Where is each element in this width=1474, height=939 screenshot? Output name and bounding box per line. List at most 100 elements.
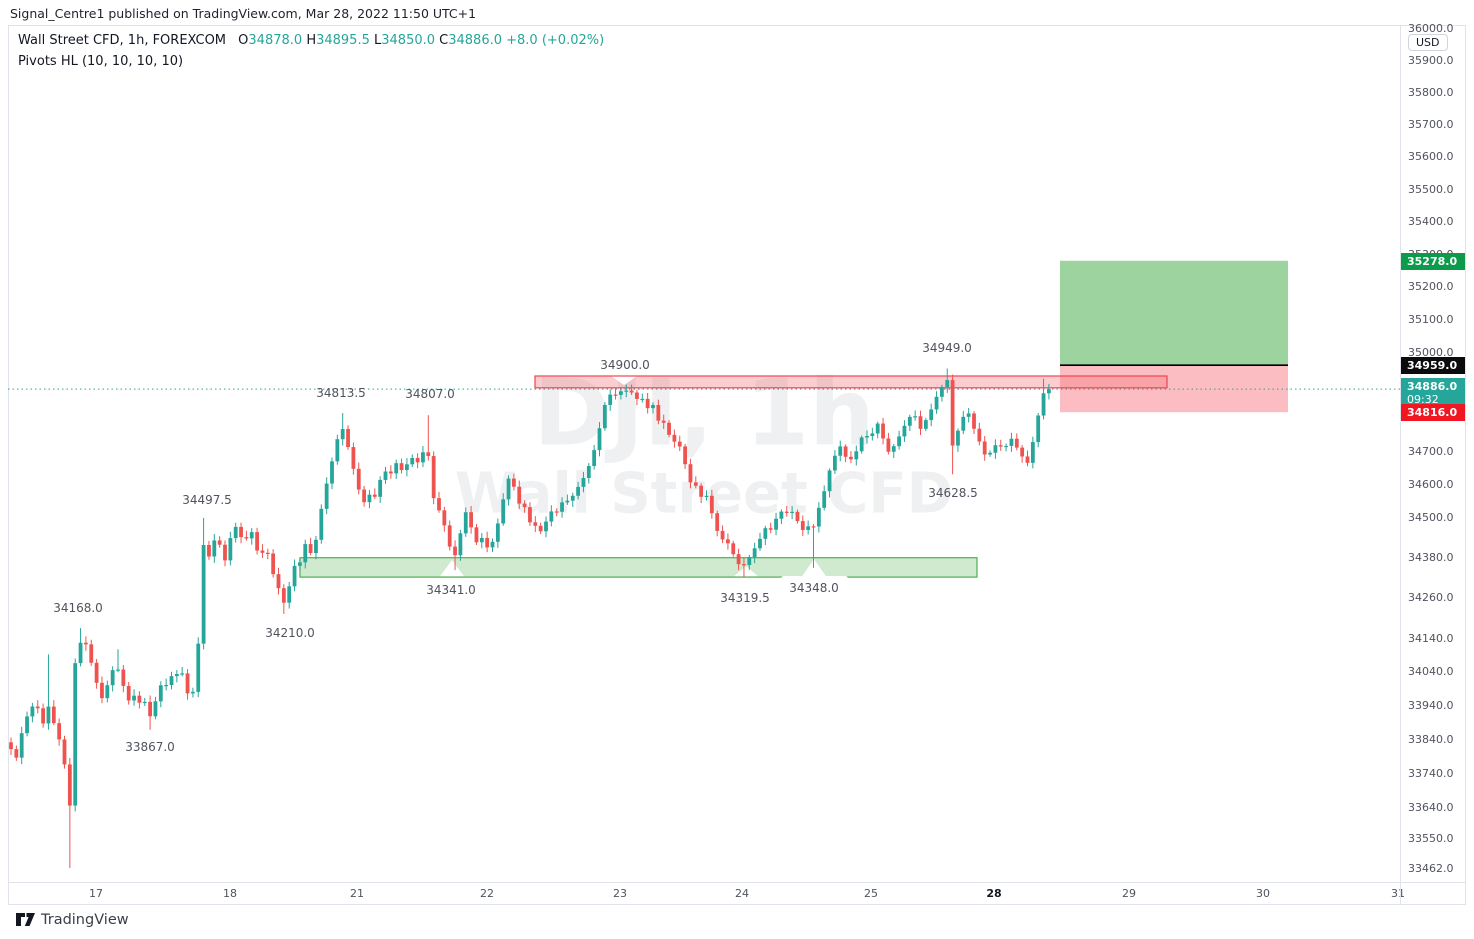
candle-body [100,682,104,699]
price-tick-label: 34260.0 [1408,591,1454,605]
candle-body [421,452,425,463]
candle-body [827,470,832,492]
candle-body [961,416,966,431]
chart-pane[interactable] [8,25,1466,905]
candle-body [816,507,821,527]
price-axis[interactable]: USD 36000.0 35900.0 35800.0 35700.0 35600.0 3… [1401,22,1466,882]
candle-body [843,446,848,457]
candle-body [490,541,495,548]
candle-body [201,545,206,644]
candle-body [560,502,564,512]
candle-body [410,457,415,465]
candle-body [57,723,62,740]
candle-body [463,512,468,534]
price-tick-label: 35700.0 [1408,118,1454,132]
pivot-price-label: 34497.5 [182,493,232,507]
tradingview-logo[interactable]: TradingView [16,912,129,928]
candle-body [453,546,457,556]
candle-body [265,552,270,554]
resistance-band[interactable] [534,375,1168,389]
support-band[interactable] [299,557,978,578]
candle-body [592,450,597,466]
candle-body [849,456,853,460]
pivot-price-label: 33867.0 [125,740,175,754]
candle-body [635,392,639,399]
candle-body [132,695,136,701]
time-tick-label-18: 18 [223,887,237,900]
change-readout: +8.0 (+0.02%) [506,33,605,48]
candle-body [881,423,885,439]
candle-body [212,540,217,557]
candle-body [116,669,120,671]
candle-body [672,434,677,442]
candle-body [677,441,682,447]
candle-body [565,500,570,503]
pivot-price-label: 34807.0 [405,387,455,401]
time-tick-label-23: 23 [613,887,627,900]
candle-body [972,413,976,429]
candle-body [19,733,24,758]
candle-body [105,685,110,699]
candle-body [378,479,383,497]
pivot-price-label: 34210.0 [265,626,315,640]
candle-body [308,544,313,554]
price-tick-label: 34600.0 [1408,477,1454,491]
candle-body [865,436,869,438]
candle-body [14,749,19,758]
candle-body [372,494,377,497]
candle-body [442,510,447,526]
candle-body [736,554,741,565]
currency-usd-button[interactable]: USD [1408,34,1448,51]
candle-body [501,499,506,524]
candle-body [533,522,538,526]
candle-body [651,404,655,409]
candle-body [495,523,500,542]
candle-body [613,394,618,396]
candle-body [324,483,329,509]
candle-body [544,521,548,532]
candle-body [9,742,13,750]
candle-body [217,540,222,545]
candle-body [806,526,811,530]
last-price-label: 34886.0 09:32 [1401,378,1465,409]
candle-body [923,420,928,429]
ohlc-low: L34850.0 [374,33,436,48]
candle-body [907,416,912,426]
candle-body [517,486,522,504]
candle-body [233,526,238,539]
candle-body [661,420,666,423]
candle-body [977,428,982,442]
candle-body [1014,438,1019,448]
candle-body [249,532,254,539]
candle-body [356,468,361,490]
candle-body [479,538,484,543]
target-zone[interactable] [1060,260,1288,366]
candle-body [67,764,72,806]
pivot-notch [440,560,464,577]
candle-body [474,527,479,543]
candle-body [538,525,543,532]
candle-body [522,503,527,508]
candle-body [731,543,736,555]
price-tick-label: 33840.0 [1408,732,1454,746]
price-tick-label: 34500.0 [1408,511,1454,524]
price-tick-label: 35200.0 [1408,280,1454,294]
candle-body [121,669,126,686]
candle-body [629,390,634,393]
candle-body [699,485,704,497]
candle-body [512,478,516,487]
pivot-callout-bubble [781,576,848,599]
entry-boundary-price-label: 34959.0 [1401,357,1465,375]
candle-body [94,662,99,683]
time-axis[interactable]: 17 18 21 22 23 24 25 28 29 30 31 [8,883,1405,905]
candle-body [362,489,366,503]
candle-body [833,455,837,471]
candle-body [608,394,613,405]
ohlc-close: C34886.0 [439,33,502,48]
candle-body [485,538,490,548]
candle-body [945,380,950,388]
candle-body [581,478,586,487]
pivot-price-label: 34949.0 [922,341,972,355]
candle-body [458,533,463,556]
